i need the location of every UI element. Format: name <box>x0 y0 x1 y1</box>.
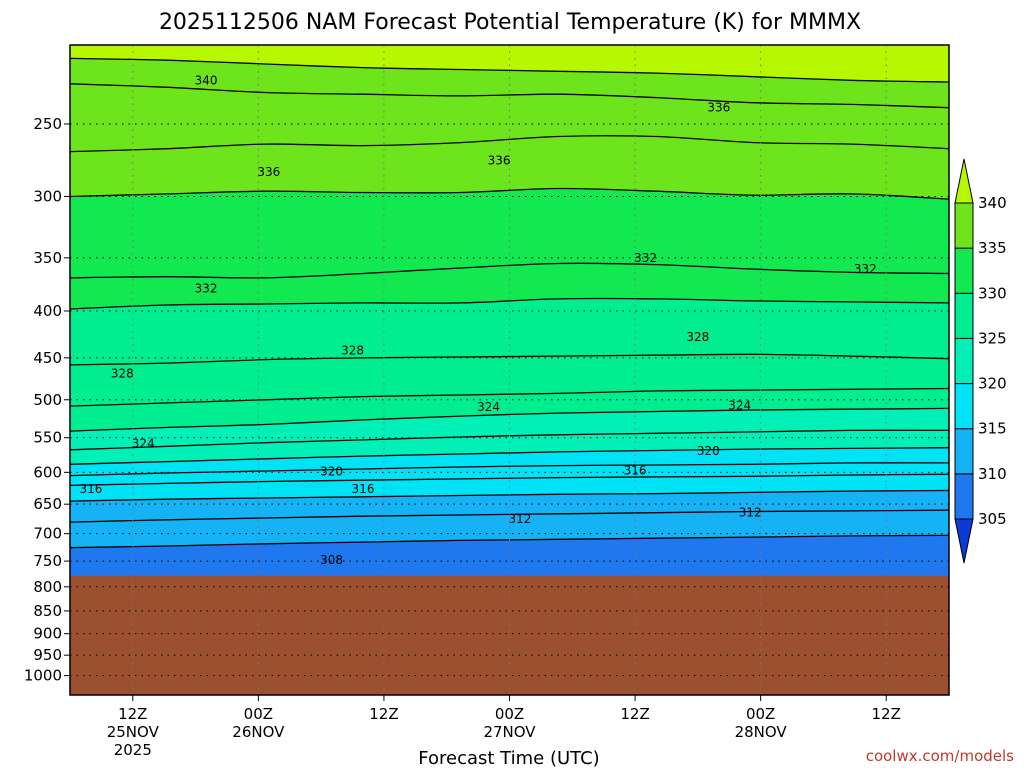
x-tick-label-18-1: 26NOV <box>232 723 285 741</box>
x-tick-label-78-0: 12Z <box>872 705 901 723</box>
contour-326 <box>70 387 949 407</box>
contour-338 <box>70 83 949 109</box>
y-tick-label-300: 300 <box>33 188 62 206</box>
contour-label-1: 336 <box>257 165 280 179</box>
y-tick-label-550: 550 <box>33 429 62 447</box>
colorbar-band-4 <box>954 292 974 339</box>
colorbar-label-305: 305 <box>978 510 1007 528</box>
contour-label-17: 316 <box>624 463 647 477</box>
contour-330 <box>70 297 949 310</box>
colorbar-band-2 <box>954 383 974 430</box>
credit-text: coolwx.com/models <box>866 747 1014 765</box>
y-tick-label-750: 750 <box>33 552 62 570</box>
y-tick-label-800: 800 <box>33 578 62 596</box>
y-axis: 250 300 350 400 450 500 550 600 650 700 750 800 850 9… <box>24 115 70 685</box>
contour-340 <box>70 57 949 83</box>
y-tick-label-350: 350 <box>33 249 62 267</box>
x-tick-label-54-0: 12Z <box>620 705 649 723</box>
contour-label-5: 332 <box>634 251 657 265</box>
colorbar-label-330: 330 <box>978 284 1007 302</box>
x-tick-label-66-0: 00Z <box>746 705 775 723</box>
y-tick-label-850: 850 <box>33 602 62 620</box>
contour-label-6: 332 <box>854 262 877 276</box>
x-tick-label-6-0: 12Z <box>118 705 147 723</box>
contour-336 <box>70 135 949 153</box>
contour-320 <box>70 447 949 465</box>
contour-label-3: 336 <box>707 101 730 115</box>
x-tick-label-30-0: 12Z <box>369 705 398 723</box>
contour-label-7: 328 <box>111 366 134 380</box>
contour-label-15: 316 <box>79 482 102 496</box>
colorbar: 305 310 315 320 325 330 335 340 <box>954 158 1007 564</box>
x-tick-label-42-1: 27NOV <box>483 723 536 741</box>
y-tick-label-400: 400 <box>33 302 62 320</box>
contour-328 <box>70 353 949 366</box>
colorbar-band-0 <box>954 473 974 520</box>
x-tick-label-6-1: 25NOV <box>107 723 160 741</box>
x-tick-label-66-1: 28NOV <box>735 723 788 741</box>
contour-316 <box>70 473 949 487</box>
contour-334 <box>70 187 949 200</box>
contour-318 <box>70 462 949 477</box>
colorbar-label-340: 340 <box>978 194 1007 212</box>
y-tick-label-650: 650 <box>33 495 62 513</box>
colorbar-label-320: 320 <box>978 375 1007 393</box>
contour-324 <box>70 407 949 432</box>
colorbar-label-310: 310 <box>978 465 1007 483</box>
plot-area: 340 336 336 336 332 332 332 328 328 328 324 324 324 3… <box>70 45 949 695</box>
contour-lines <box>70 57 949 549</box>
grid-lines <box>70 45 949 695</box>
contour-label-18: 312 <box>509 512 532 526</box>
contour-label-16: 316 <box>352 482 375 496</box>
y-tick-label-500: 500 <box>33 391 62 409</box>
y-tick-label-950: 950 <box>33 646 62 664</box>
y-tick-label-900: 900 <box>33 625 62 643</box>
contour-332 <box>70 262 949 279</box>
colorbar-extend-bottom <box>954 518 974 564</box>
contour-label-11: 324 <box>477 400 500 414</box>
contour-label-20: 308 <box>320 553 343 567</box>
below-ground-mask <box>70 575 949 695</box>
contour-label-12: 324 <box>728 398 751 412</box>
contour-labels: 340 336 336 336 332 332 332 328 328 328 324 324 324 3… <box>79 73 876 567</box>
y-tick-label-1000: 1000 <box>24 667 62 685</box>
contour-label-19: 312 <box>739 506 762 520</box>
y-tick-label-700: 700 <box>33 525 62 543</box>
contour-label-13: 320 <box>320 465 343 479</box>
x-tick-label-42-0: 00Z <box>495 705 524 723</box>
colorbar-label-315: 315 <box>978 420 1007 438</box>
x-tick-label-18-0: 00Z <box>244 705 273 723</box>
contour-label-10: 324 <box>132 436 155 450</box>
y-tick-label-450: 450 <box>33 349 62 367</box>
colorbar-band-6 <box>954 202 974 249</box>
contour-label-2: 336 <box>488 153 511 167</box>
contour-label-0: 340 <box>195 73 218 87</box>
colorbar-label-325: 325 <box>978 329 1007 347</box>
y-tick-label-250: 250 <box>33 115 62 133</box>
x-tick-label-6-2: 2025 <box>114 741 152 759</box>
y-tick-label-600: 600 <box>33 463 62 481</box>
colorbar-band-3 <box>954 337 974 385</box>
colorbar-label-335: 335 <box>978 239 1007 257</box>
contour-label-4: 332 <box>195 281 218 295</box>
contour-label-9: 328 <box>686 330 709 344</box>
x-axis-label: Forecast Time (UTC) <box>418 748 599 768</box>
colorbar-band-1 <box>954 428 974 475</box>
contour-label-14: 320 <box>697 444 720 458</box>
colorbar-extend-top <box>954 158 974 204</box>
contour-label-8: 328 <box>341 344 364 358</box>
chart-title: 2025112506 NAM Forecast Potential Temper… <box>159 10 861 35</box>
colorbar-band-5 <box>954 247 974 294</box>
